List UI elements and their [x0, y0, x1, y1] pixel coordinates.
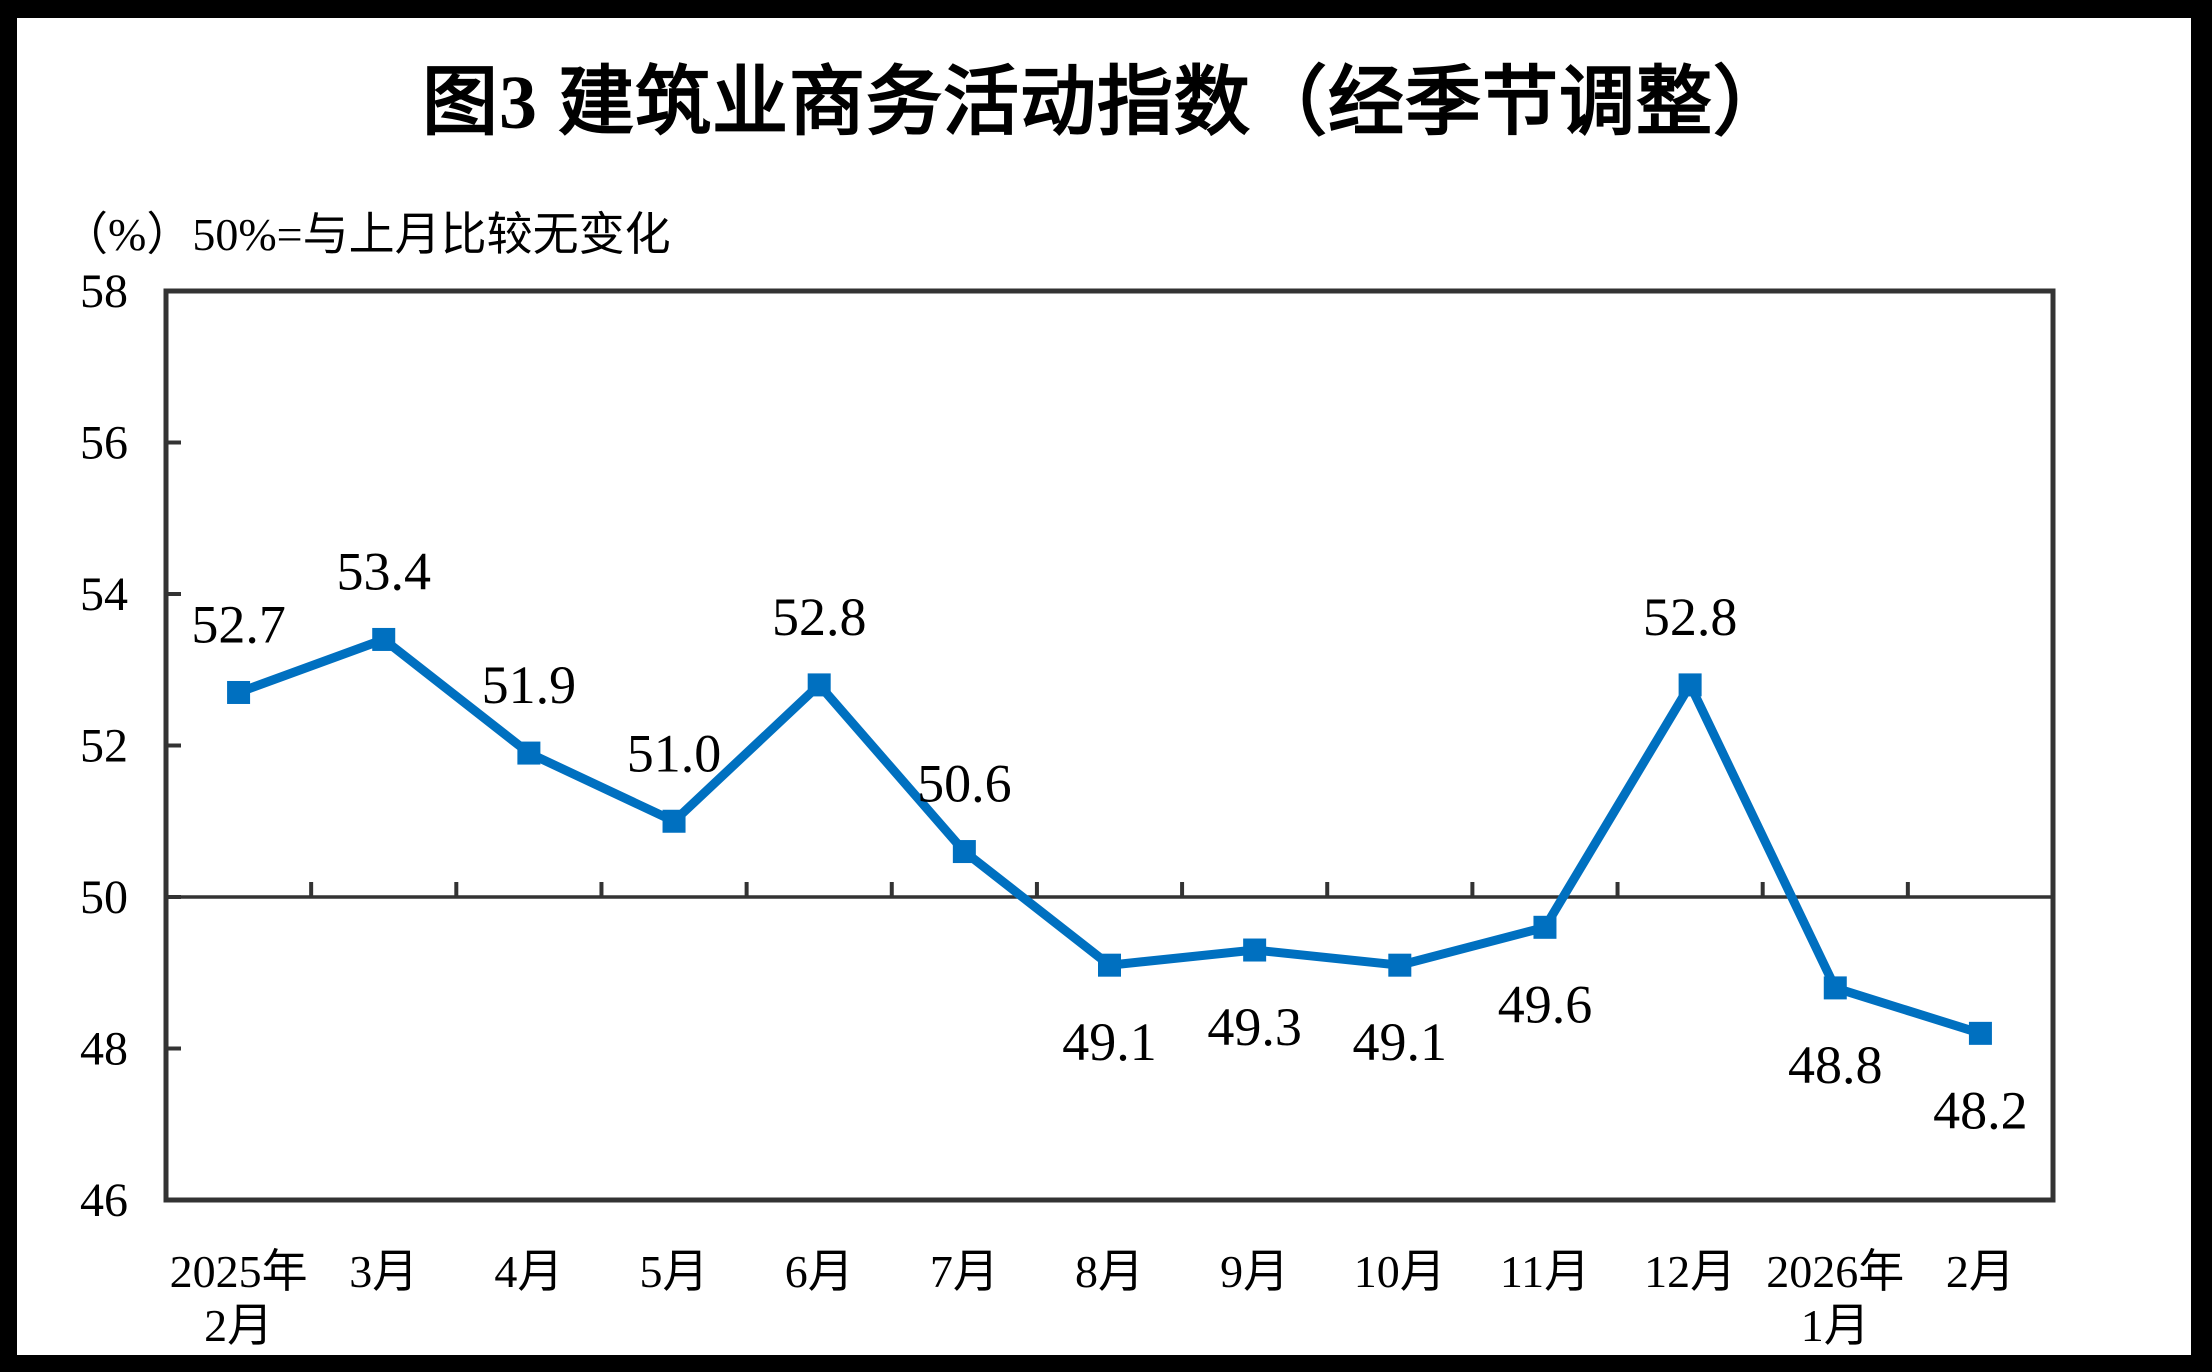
y-tick-label: 48 [80, 1023, 128, 1076]
y-tick-label: 46 [80, 1174, 128, 1227]
x-category-label: 8月 [1075, 1246, 1144, 1297]
data-point-marker [227, 680, 251, 704]
data-point-marker [807, 673, 831, 697]
data-point-marker [1243, 938, 1267, 962]
y-tick-label: 50 [80, 871, 128, 924]
x-category-label: 2月 [204, 1300, 273, 1351]
x-category-label: 5月 [640, 1246, 709, 1297]
data-value-label: 51.9 [482, 655, 577, 715]
chart-title: 图3 建筑业商务活动指数（经季节调整） [422, 61, 1790, 145]
data-value-label: 49.6 [1498, 974, 1593, 1034]
y-tick-label: 52 [80, 720, 128, 773]
x-category-label: 4月 [494, 1246, 563, 1297]
x-category-label: 2月 [1946, 1246, 2015, 1297]
x-category-label: 6月 [785, 1246, 854, 1297]
data-value-label: 51.0 [627, 723, 722, 783]
x-category-label: 2026年 [1766, 1246, 1904, 1297]
data-value-label: 48.2 [1933, 1080, 2028, 1140]
data-point-marker [1388, 953, 1412, 977]
data-value-label: 52.8 [1643, 587, 1738, 647]
data-point-marker [517, 741, 541, 765]
data-point-marker [1823, 976, 1847, 1000]
x-category-label: 12月 [1644, 1246, 1736, 1297]
data-value-label: 49.1 [1062, 1012, 1157, 1072]
x-category-label: 2025年 [170, 1246, 308, 1297]
data-value-label: 48.8 [1788, 1035, 1883, 1095]
data-value-label: 50.6 [917, 754, 1012, 814]
x-category-label: 9月 [1220, 1246, 1289, 1297]
y-tick-label: 54 [80, 568, 128, 621]
data-value-label: 52.7 [191, 594, 286, 654]
data-value-label: 52.8 [772, 587, 867, 647]
x-category-label: 7月 [930, 1246, 999, 1297]
axis-unit-note: （%）50%=与上月比较无变化 [62, 209, 671, 260]
data-point-marker [1968, 1021, 1992, 1045]
data-point-marker [662, 809, 686, 833]
data-point-marker [1533, 915, 1557, 939]
data-value-label: 53.4 [336, 541, 431, 601]
data-point-marker [372, 627, 396, 651]
x-category-label: 11月 [1500, 1246, 1590, 1297]
data-value-label: 49.3 [1207, 997, 1302, 1057]
data-value-label: 49.1 [1353, 1012, 1448, 1072]
x-category-label: 1月 [1801, 1300, 1870, 1351]
data-point-marker [1098, 953, 1121, 977]
data-point-marker [1678, 673, 1702, 697]
data-point-marker [952, 840, 976, 864]
chart-canvas [17, 18, 2191, 1355]
y-tick-label: 56 [80, 417, 128, 470]
x-category-label: 3月 [349, 1246, 418, 1297]
x-category-label: 10月 [1354, 1246, 1446, 1297]
y-tick-label: 58 [80, 265, 128, 318]
